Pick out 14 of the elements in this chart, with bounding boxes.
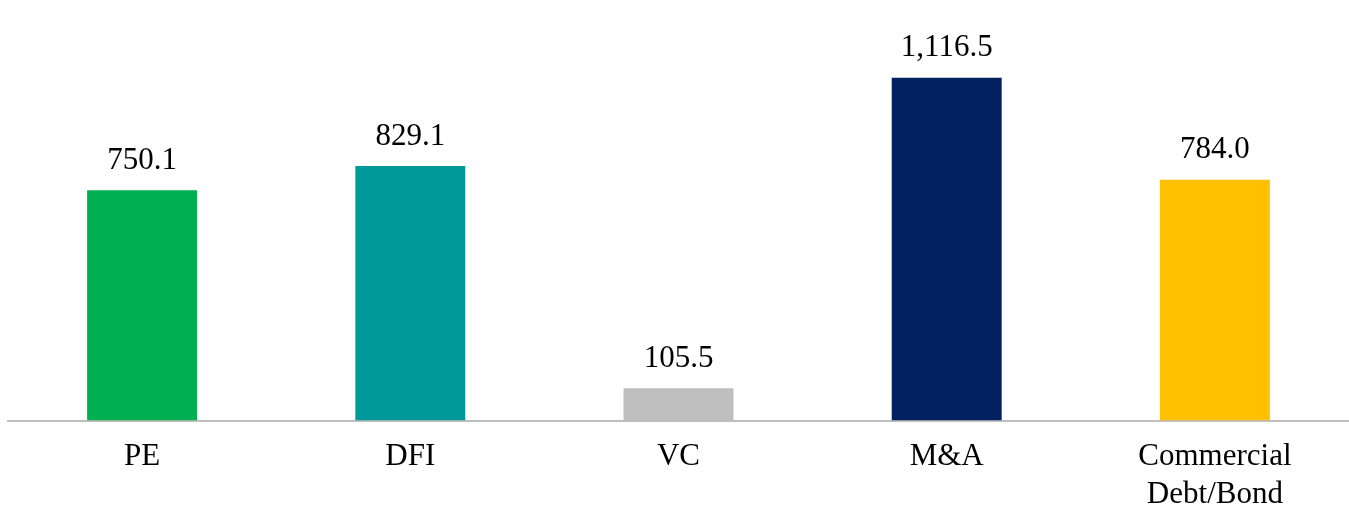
x-tick-label: M&A [909,437,985,473]
bar [1159,179,1270,421]
data-label: 784.0 [1180,130,1250,166]
bar [355,165,466,421]
bar [891,77,1002,421]
bar [87,190,198,421]
data-label: 750.1 [107,140,177,176]
x-tick-label: VC [656,437,701,473]
x-tick-label: PE [124,437,161,473]
data-label: 105.5 [643,338,714,374]
data-label: 829.1 [375,116,446,152]
data-label: 1,116.5 [900,28,993,64]
x-tick-label: Commercial Debt/Bond [1138,437,1292,510]
x-tick-label: DFI [385,437,436,473]
